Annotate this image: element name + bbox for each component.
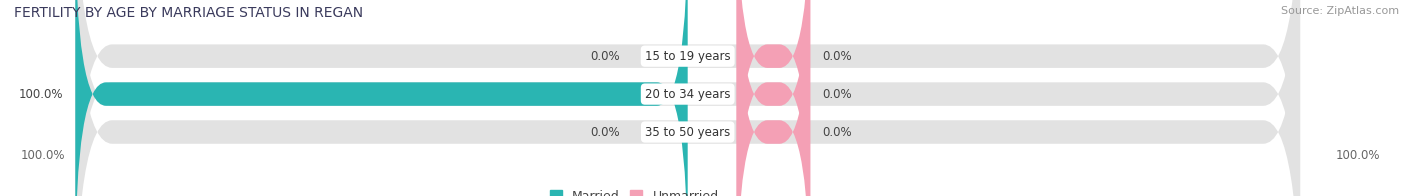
Text: 0.0%: 0.0% (823, 125, 852, 139)
FancyBboxPatch shape (76, 0, 1301, 196)
FancyBboxPatch shape (737, 0, 810, 196)
Text: FERTILITY BY AGE BY MARRIAGE STATUS IN REGAN: FERTILITY BY AGE BY MARRIAGE STATUS IN R… (14, 6, 363, 20)
Text: 0.0%: 0.0% (591, 125, 620, 139)
Text: 0.0%: 0.0% (591, 50, 620, 63)
Text: 35 to 50 years: 35 to 50 years (645, 125, 730, 139)
FancyBboxPatch shape (737, 0, 810, 196)
FancyBboxPatch shape (76, 0, 688, 196)
Text: Source: ZipAtlas.com: Source: ZipAtlas.com (1281, 6, 1399, 16)
FancyBboxPatch shape (737, 0, 810, 196)
Text: 0.0%: 0.0% (823, 88, 852, 101)
FancyBboxPatch shape (76, 0, 1301, 196)
Text: 15 to 19 years: 15 to 19 years (645, 50, 731, 63)
Text: 100.0%: 100.0% (20, 149, 65, 162)
Text: 100.0%: 100.0% (18, 88, 63, 101)
Text: 100.0%: 100.0% (1336, 149, 1379, 162)
Text: 20 to 34 years: 20 to 34 years (645, 88, 731, 101)
FancyBboxPatch shape (76, 0, 1301, 196)
Legend: Married, Unmarried: Married, Unmarried (544, 185, 724, 196)
Text: 0.0%: 0.0% (823, 50, 852, 63)
